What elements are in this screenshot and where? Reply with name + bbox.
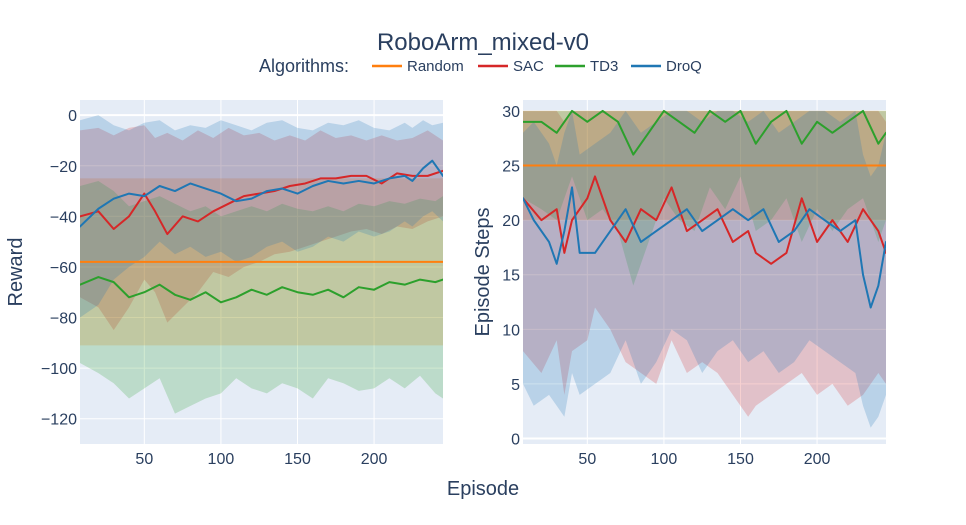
p0-y-tick-label-0: 0 bbox=[68, 108, 77, 125]
p0-plot-area bbox=[80, 100, 443, 444]
p0-y-tick-label-20: −20 bbox=[50, 159, 77, 176]
p0-droq-band bbox=[80, 115, 443, 318]
p1-y-tick-label-5: 5 bbox=[511, 377, 520, 394]
p0-droq-line bbox=[80, 159, 443, 228]
p0-y-tick-label-120: −120 bbox=[41, 412, 77, 429]
x-axis-title: Episode bbox=[447, 478, 519, 500]
p1-y-axis-title: Episode Steps bbox=[472, 208, 494, 337]
episode-steps-subplot: 50 100 150 200 0 5 10 15 20 25 30 Episode Steps bbox=[472, 100, 886, 468]
p1-td3-band bbox=[523, 110, 886, 286]
p0-x-tick-label-150: 150 bbox=[284, 451, 311, 468]
chart-title: RoboArm_mixed-v0 bbox=[377, 29, 589, 56]
p1-y-tick-label-10: 10 bbox=[502, 322, 520, 339]
p1-bands bbox=[523, 110, 886, 428]
p0-x-tick-label-100: 100 bbox=[208, 451, 235, 468]
p1-droq-band bbox=[523, 110, 886, 428]
p0-y-tick-label-40: −40 bbox=[50, 209, 77, 226]
p1-y-tick-label-20: 20 bbox=[502, 213, 520, 230]
p1-sac-band bbox=[523, 110, 886, 417]
legend-label-droq: DroQ bbox=[666, 58, 702, 75]
legend-label-sac: SAC bbox=[513, 58, 544, 75]
p1-td3-line bbox=[523, 109, 886, 156]
p0-bands bbox=[80, 115, 443, 414]
p1-plot-area bbox=[523, 100, 886, 444]
legend: Algorithms: Random SAC TD3 DroQ bbox=[259, 56, 702, 76]
p1-x-tick-label-150: 150 bbox=[727, 451, 754, 468]
p0-x-tick-label-200: 200 bbox=[361, 451, 388, 468]
p0-x-tick-label-50: 50 bbox=[135, 451, 153, 468]
p1-x-tick-label-100: 100 bbox=[651, 451, 678, 468]
p0-y-axis-title: Reward bbox=[5, 238, 27, 307]
legend-item-random[interactable]: Random bbox=[372, 58, 464, 75]
p0-y-tick-label-100: −100 bbox=[41, 361, 77, 378]
p1-y-tick-label-0: 0 bbox=[511, 432, 520, 449]
p1-sac-line bbox=[523, 175, 886, 265]
legend-label-td3: TD3 bbox=[590, 58, 618, 75]
p1-y-tick-label-25: 25 bbox=[502, 159, 520, 176]
reward-subplot: 50 100 150 200 0 −20 −40 −60 −80 −100 −120 Reward bbox=[5, 100, 443, 468]
p0-td3-line bbox=[80, 276, 443, 304]
p0-lines bbox=[80, 159, 443, 304]
p1-x-tick-label-200: 200 bbox=[804, 451, 831, 468]
p1-y-tick-label-15: 15 bbox=[502, 268, 520, 285]
legend-title: Algorithms: bbox=[259, 56, 349, 76]
p0-td3-band bbox=[80, 180, 443, 414]
legend-item-sac[interactable]: SAC bbox=[478, 58, 544, 75]
p1-x-tick-label-50: 50 bbox=[578, 451, 596, 468]
p1-droq-line bbox=[523, 186, 886, 309]
p1-y-tick-label-30: 30 bbox=[502, 104, 520, 121]
p0-y-tick-label-80: −80 bbox=[50, 311, 77, 328]
p0-sac-line bbox=[80, 169, 443, 236]
legend-label-random: Random bbox=[407, 58, 464, 75]
legend-item-td3[interactable]: TD3 bbox=[555, 58, 618, 75]
p1-lines bbox=[523, 109, 886, 309]
legend-item-droq[interactable]: DroQ bbox=[631, 58, 702, 75]
p0-y-tick-label-60: −60 bbox=[50, 260, 77, 277]
